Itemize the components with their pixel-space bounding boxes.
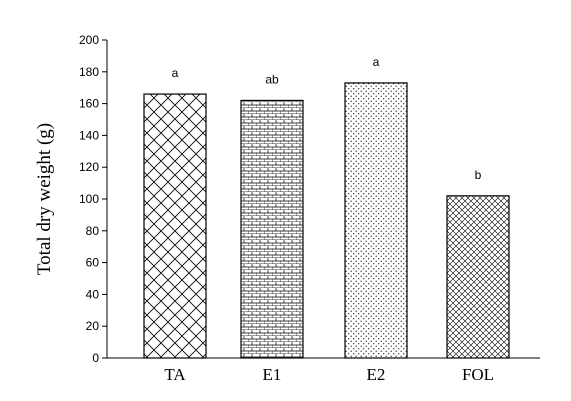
y-tick-label: 80	[86, 224, 100, 238]
bars	[143, 82, 510, 359]
y-axis: 0 20 40 60 80 100 120 140 160 180 200	[79, 33, 108, 365]
bar-e2	[344, 82, 408, 359]
y-tick-label: 0	[92, 351, 99, 365]
bar-e1	[240, 99, 304, 359]
y-tick-label: 20	[86, 319, 100, 333]
y-axis-title: Total dry weight (g)	[34, 123, 55, 275]
category-label-ta: TA	[164, 365, 186, 384]
y-tick-label: 160	[79, 97, 99, 111]
y-tick-label: 200	[79, 33, 99, 47]
category-labels: TA E1 E2 FOL	[164, 365, 494, 384]
significance-label-e2: a	[373, 55, 380, 69]
y-tick-label: 100	[79, 192, 99, 206]
y-tick-label: 120	[79, 160, 99, 174]
y-tick-label: 60	[86, 256, 100, 270]
category-label-e1: E1	[263, 365, 282, 384]
bar-ta	[143, 93, 207, 359]
y-tick-label: 40	[86, 287, 100, 301]
significance-label-e1: ab	[265, 72, 279, 86]
category-label-fol: FOL	[462, 365, 494, 384]
y-ticks: 0 20 40 60 80 100 120 140 160 180 200	[79, 33, 107, 365]
y-tick-label: 140	[79, 128, 99, 142]
significance-label-ta: a	[172, 66, 179, 80]
significance-label-fol: b	[475, 168, 482, 182]
y-tick-label: 180	[79, 65, 99, 79]
category-label-e2: E2	[367, 365, 386, 384]
bar-fol	[446, 195, 510, 359]
